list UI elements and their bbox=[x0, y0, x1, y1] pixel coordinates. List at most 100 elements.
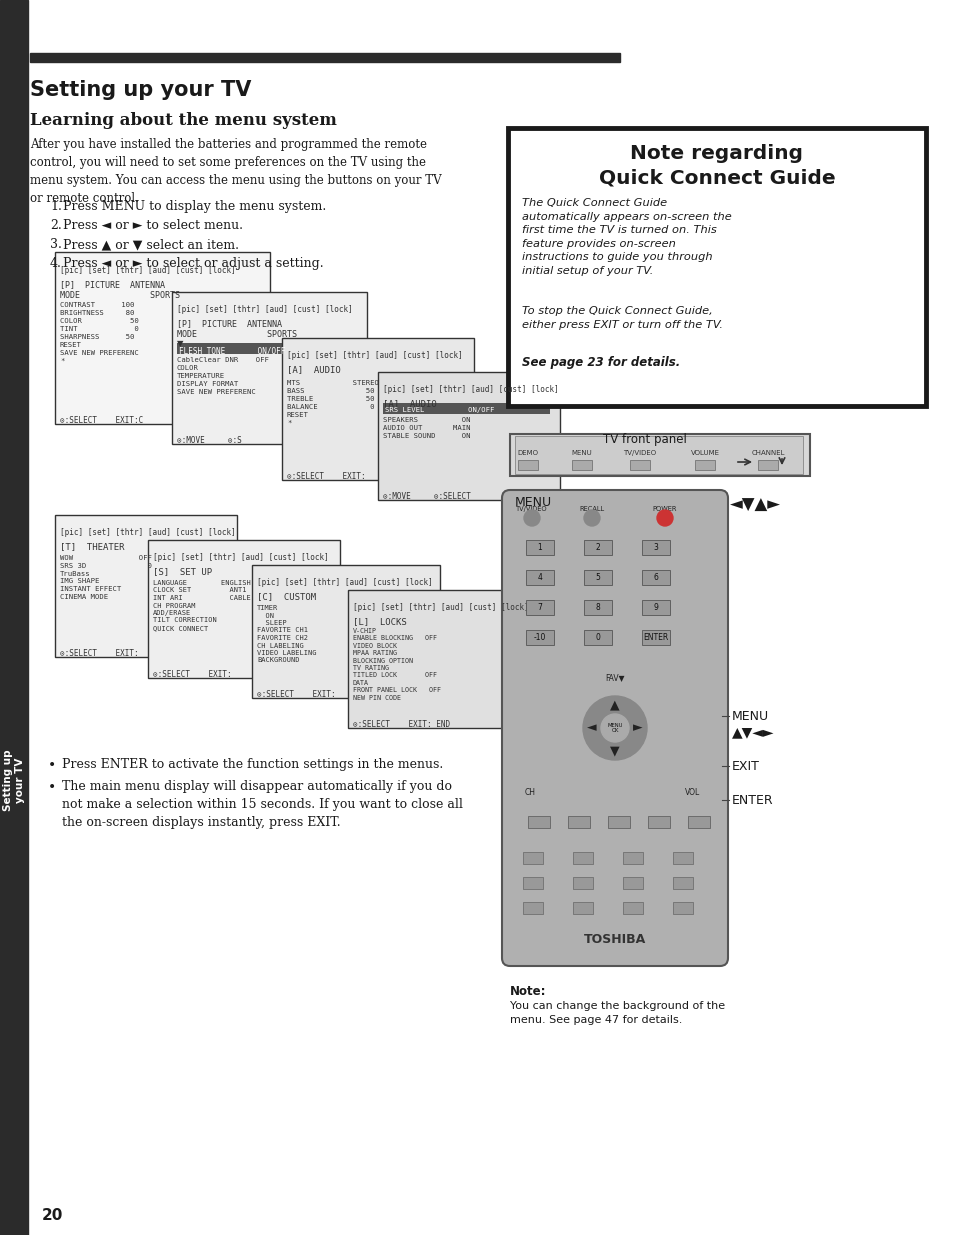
Text: Note:: Note: bbox=[510, 986, 546, 998]
Text: The Quick Connect Guide
automatically appears on-screen the
first time the TV is: The Quick Connect Guide automatically ap… bbox=[521, 198, 731, 275]
Text: 1: 1 bbox=[537, 543, 542, 552]
Bar bbox=[622, 852, 642, 864]
Text: See page 23 for details.: See page 23 for details. bbox=[521, 356, 679, 369]
Text: Press ◄ or ► to select menu.: Press ◄ or ► to select menu. bbox=[63, 219, 243, 232]
Text: 7: 7 bbox=[537, 604, 542, 613]
Text: Press ◄ or ► to select or adjust a setting.: Press ◄ or ► to select or adjust a setti… bbox=[63, 257, 323, 270]
Circle shape bbox=[583, 510, 599, 526]
Circle shape bbox=[523, 510, 539, 526]
Bar bbox=[522, 852, 542, 864]
Text: V-CHIP
ENABLE BLOCKING   OFF
VIDEO BLOCK
MPAA RATING
BLOCKING OPTION
TV RATING
T: V-CHIP ENABLE BLOCKING OFF VIDEO BLOCK M… bbox=[353, 629, 440, 700]
Text: To stop the Quick Connect Guide,
either press EXIT or turn off the TV.: To stop the Quick Connect Guide, either … bbox=[521, 306, 722, 330]
Bar bbox=[583, 571, 612, 585]
Bar bbox=[507, 128, 925, 406]
Bar bbox=[622, 902, 642, 914]
Text: [A]  AUDIO: [A] AUDIO bbox=[287, 366, 340, 374]
Bar bbox=[695, 459, 714, 471]
Text: 3: 3 bbox=[653, 543, 658, 552]
Bar bbox=[282, 338, 474, 480]
Text: SPEAKERS          ON
AUDIO OUT       MAIN
STABLE SOUND      ON: SPEAKERS ON AUDIO OUT MAIN STABLE SOUND … bbox=[382, 417, 470, 438]
Bar bbox=[522, 902, 542, 914]
Circle shape bbox=[600, 714, 628, 742]
Text: [pic] [set] [thtr] [aud] [cust] [lock]: [pic] [set] [thtr] [aud] [cust] [lock] bbox=[287, 351, 462, 359]
Text: ⊙:SELECT    EXIT: END: ⊙:SELECT EXIT: END bbox=[353, 720, 450, 729]
Text: MENU: MENU bbox=[571, 450, 592, 456]
Bar bbox=[55, 515, 236, 657]
Bar bbox=[567, 816, 589, 827]
Text: ◄▼▲►: ◄▼▲► bbox=[729, 496, 781, 514]
Text: ▲▼◄►: ▲▼◄► bbox=[731, 725, 774, 739]
Bar bbox=[172, 291, 367, 445]
Bar bbox=[0, 0, 28, 1235]
Bar bbox=[525, 571, 554, 585]
Text: RECALL: RECALL bbox=[578, 506, 604, 513]
Text: VOL: VOL bbox=[684, 788, 700, 797]
Text: [P]  PICTURE  ANTENNA: [P] PICTURE ANTENNA bbox=[60, 280, 165, 289]
Text: 4.: 4. bbox=[50, 257, 62, 270]
Bar bbox=[583, 600, 612, 615]
Text: [T]  THEATER: [T] THEATER bbox=[60, 542, 125, 551]
Bar bbox=[527, 816, 550, 827]
Text: TV/VIDEO: TV/VIDEO bbox=[622, 450, 656, 456]
Text: FLESH TONE       ON/OFF: FLESH TONE ON/OFF bbox=[179, 347, 285, 356]
Bar bbox=[641, 600, 669, 615]
Text: Setting up
your TV: Setting up your TV bbox=[3, 750, 25, 811]
Text: The main menu display will disappear automatically if you do
not make a selectio: The main menu display will disappear aut… bbox=[62, 781, 462, 829]
Text: Note regarding: Note regarding bbox=[630, 144, 802, 163]
Bar bbox=[672, 877, 692, 889]
Text: TOSHIBA: TOSHIBA bbox=[583, 932, 645, 946]
Bar bbox=[510, 433, 809, 475]
Text: DEMO: DEMO bbox=[517, 450, 537, 456]
Bar bbox=[641, 630, 669, 645]
Text: VOLUME: VOLUME bbox=[690, 450, 719, 456]
Text: •: • bbox=[48, 758, 56, 772]
Text: [S]  SET UP: [S] SET UP bbox=[152, 567, 212, 576]
Text: EXIT: EXIT bbox=[731, 760, 760, 773]
Bar bbox=[672, 902, 692, 914]
Text: ◄: ◄ bbox=[587, 721, 597, 735]
Bar bbox=[525, 600, 554, 615]
Text: ▼: ▼ bbox=[177, 338, 183, 348]
Text: 5: 5 bbox=[595, 573, 599, 583]
Text: ⊙:SELECT    EXIT:: ⊙:SELECT EXIT: bbox=[152, 671, 232, 679]
Text: MODE              SPORTS: MODE SPORTS bbox=[60, 291, 180, 300]
Text: -10: -10 bbox=[534, 634, 546, 642]
Text: [pic] [set] [thtr] [aud] [cust] [lock]: [pic] [set] [thtr] [aud] [cust] [lock] bbox=[382, 385, 558, 394]
Bar bbox=[55, 252, 270, 424]
Text: After you have installed the batteries and programmed the remote
control, you wi: After you have installed the batteries a… bbox=[30, 138, 441, 205]
Text: [pic] [set] [thtr] [aud] [cust] [lock]: [pic] [set] [thtr] [aud] [cust] [lock] bbox=[152, 553, 329, 562]
Bar bbox=[522, 877, 542, 889]
Text: 4: 4 bbox=[537, 573, 542, 583]
Bar bbox=[672, 852, 692, 864]
Bar bbox=[177, 343, 356, 354]
Bar bbox=[148, 540, 339, 678]
Text: 2: 2 bbox=[595, 543, 599, 552]
Bar bbox=[607, 816, 629, 827]
Text: LANGUAGE        ENGLISH
CLOCK SET         ANT1
INT ARI           CABLE
CH PROGRA: LANGUAGE ENGLISH CLOCK SET ANT1 INT ARI … bbox=[152, 580, 251, 631]
Bar bbox=[573, 902, 593, 914]
Text: ⊙:MOVE     ⊙:S: ⊙:MOVE ⊙:S bbox=[177, 436, 241, 445]
Text: You can change the background of the
menu. See page 47 for details.: You can change the background of the men… bbox=[510, 1002, 724, 1025]
Text: 8: 8 bbox=[595, 604, 599, 613]
Text: TV/VIDEO: TV/VIDEO bbox=[516, 506, 547, 513]
Bar bbox=[525, 540, 554, 555]
Bar bbox=[583, 540, 612, 555]
Text: Press MENU to display the menu system.: Press MENU to display the menu system. bbox=[63, 200, 326, 212]
Text: MENU: MENU bbox=[731, 709, 768, 722]
Text: Quick Connect Guide: Quick Connect Guide bbox=[598, 168, 835, 186]
Text: 9: 9 bbox=[653, 604, 658, 613]
Bar bbox=[583, 630, 612, 645]
Text: ENTER: ENTER bbox=[731, 794, 773, 806]
Text: [C]  CUSTOM: [C] CUSTOM bbox=[256, 592, 315, 601]
Text: [pic] [set] [thtr] [aud] [cust] [lock]: [pic] [set] [thtr] [aud] [cust] [lock] bbox=[256, 578, 433, 587]
Bar bbox=[382, 403, 550, 414]
Bar bbox=[252, 564, 439, 698]
Text: [A]  AUDIO: [A] AUDIO bbox=[382, 399, 436, 408]
Bar bbox=[517, 459, 537, 471]
Bar bbox=[641, 571, 669, 585]
Text: ▼: ▼ bbox=[610, 745, 619, 757]
Bar bbox=[573, 877, 593, 889]
Text: •: • bbox=[48, 781, 56, 794]
Text: [pic] [set] [thtr] [aud] [cust] [lock]: [pic] [set] [thtr] [aud] [cust] [lock] bbox=[177, 305, 353, 314]
Circle shape bbox=[582, 697, 646, 760]
